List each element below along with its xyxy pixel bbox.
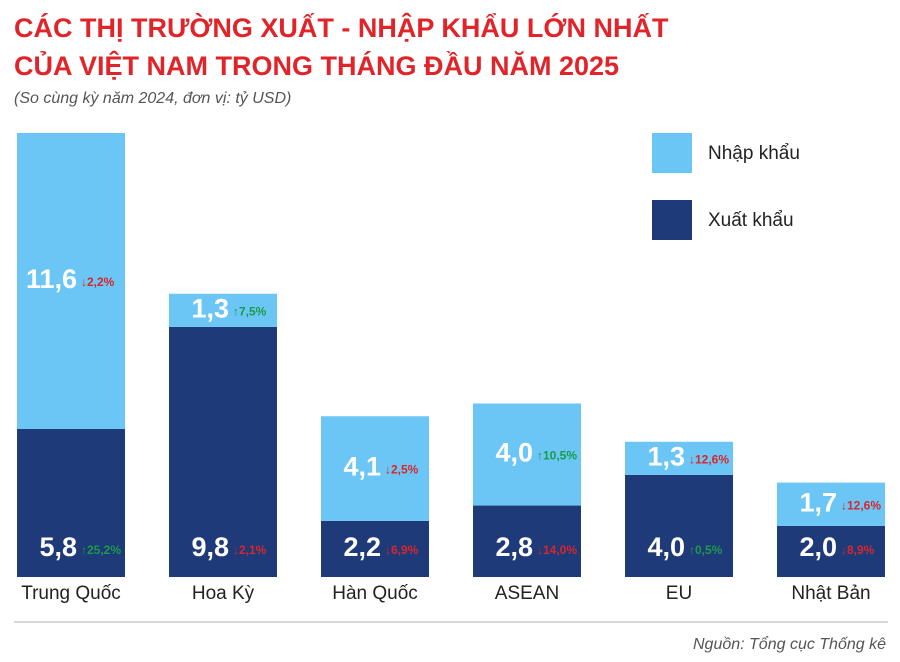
bar-segment [777, 482, 885, 526]
value-label: 2,8 [495, 532, 533, 562]
change-label: ↑7,5% [233, 305, 267, 319]
value-label: 1,3 [647, 441, 685, 471]
value-label: 1,3 [191, 293, 229, 323]
bar-segment [17, 429, 125, 577]
chart-title: CÁC THỊ TRƯỜNG XUẤT - NHẬP KHẨU LỚN NHẤT [14, 12, 669, 43]
x-tick-label: Hoa Kỳ [192, 583, 255, 604]
x-tick-label: Nhật Bản [791, 583, 870, 604]
change-label: ↓2,1% [233, 543, 267, 557]
x-tick-label: Hàn Quốc [332, 583, 418, 604]
legend-label: Nhập khẩu [708, 143, 800, 164]
x-tick-label: EU [666, 583, 692, 604]
subtitle: (So cùng kỳ năm 2024, đơn vị: tỷ USD) [14, 90, 291, 107]
bar-segment [321, 416, 429, 521]
change-label: ↓2,2% [81, 275, 115, 289]
legend-swatch [652, 133, 692, 173]
bar-segment [473, 505, 581, 577]
bar-segment [777, 525, 885, 577]
value-label: 4,1 [343, 452, 381, 482]
bar-segment [625, 441, 733, 475]
value-label: 11,6 [26, 264, 77, 294]
value-label: 1,7 [799, 487, 837, 517]
change-label: ↓14,0% [537, 543, 577, 557]
legend-label: Xuất khẩu [708, 210, 794, 231]
value-label: 2,2 [343, 532, 381, 562]
value-label: 4,0 [495, 438, 533, 468]
change-label: ↑10,5% [537, 449, 577, 463]
x-tick-label: ASEAN [495, 583, 559, 604]
bar-segment [169, 293, 277, 327]
bar-segment [473, 403, 581, 506]
value-label: 4,0 [647, 532, 685, 562]
change-label: ↓12,6% [841, 498, 881, 512]
value-label: 5,8 [39, 532, 77, 562]
change-label: ↓8,9% [841, 543, 875, 557]
change-label: ↓6,9% [385, 543, 419, 557]
change-label: ↓12,6% [689, 453, 729, 467]
change-label: ↑25,2% [81, 543, 121, 557]
change-label: ↑0,5% [689, 543, 723, 557]
legend-swatch [652, 200, 692, 240]
change-label: ↓2,5% [385, 463, 419, 477]
bar-segment [169, 326, 277, 577]
source: Nguồn: Tổng cục Thống kê [693, 635, 886, 653]
chart-title: CỦA VIỆT NAM TRONG THÁNG ĐẦU NĂM 2025 [14, 49, 619, 81]
bar-segment [321, 520, 429, 577]
value-label: 9,8 [191, 532, 229, 562]
value-label: 2,0 [799, 532, 837, 562]
bar-segment [625, 474, 733, 577]
x-tick-label: Trung Quốc [21, 583, 121, 604]
bar-segment [17, 133, 125, 429]
